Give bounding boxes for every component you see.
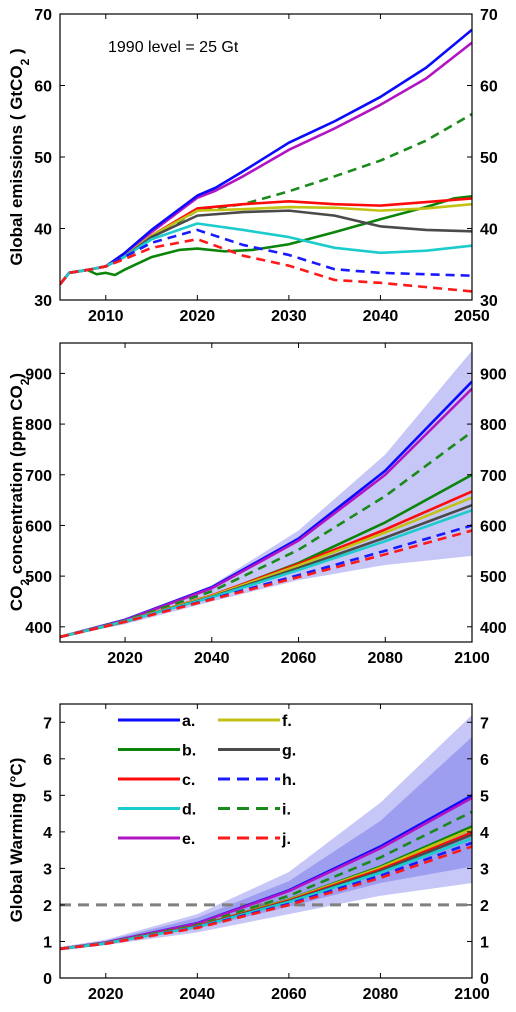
series-line-j bbox=[60, 237, 472, 293]
y-tick-label-right: 800 bbox=[480, 417, 507, 434]
y-tick-label-right: 900 bbox=[480, 366, 507, 383]
y-axis-label: Global emissions ( GtCO2 ) bbox=[7, 48, 32, 265]
y-tick-label-right: 0 bbox=[480, 971, 489, 988]
legend-label-d: d. bbox=[182, 802, 196, 819]
y-tick-label-left: 0 bbox=[43, 971, 52, 988]
x-tick-label: 2050 bbox=[454, 308, 490, 325]
x-tick-label: 2020 bbox=[88, 986, 124, 1003]
legend-label-j: j. bbox=[281, 831, 291, 848]
y-tick-label-right: 60 bbox=[480, 79, 498, 96]
x-tick-label: 2080 bbox=[363, 986, 399, 1003]
x-tick-label: 2080 bbox=[367, 650, 403, 667]
y-tick-label-right: 4 bbox=[480, 825, 489, 842]
series-line-a bbox=[60, 28, 472, 286]
y-tick-label-left: 3 bbox=[43, 861, 52, 878]
series-line-d bbox=[60, 509, 472, 639]
y-tick-label-right: 3 bbox=[480, 861, 489, 878]
y-axis-label: Global Warming (°C) bbox=[7, 758, 26, 923]
y-tick-label-left: 70 bbox=[34, 7, 52, 24]
uncertainty-band-outer bbox=[60, 714, 472, 951]
x-tick-label: 2040 bbox=[180, 986, 216, 1003]
uncertainty-band-outer bbox=[60, 350, 472, 637]
y-tick-label-left: 40 bbox=[34, 222, 52, 239]
x-tick-label: 2060 bbox=[281, 650, 317, 667]
y-tick-label-right: 1 bbox=[480, 934, 489, 951]
legend: a. f. b. g. c. h. d. i. e. j. bbox=[118, 713, 296, 848]
annotation-1990-level: 1990 level = 25 Gt bbox=[108, 39, 239, 56]
y-tick-label-right: 30 bbox=[480, 293, 498, 310]
y-tick-label-right: 40 bbox=[480, 222, 498, 239]
legend-label-a: a. bbox=[182, 713, 195, 730]
axes-frame bbox=[59, 703, 473, 979]
y-tick-label-left: 500 bbox=[25, 569, 52, 586]
x-tick-label: 2060 bbox=[271, 986, 307, 1003]
series-line-j bbox=[60, 845, 472, 951]
panel-2: 2020 2040 2060 2080 2100 400 400 500 500 600 600 70… bbox=[7, 342, 507, 667]
y-tick-label-left: 30 bbox=[34, 293, 52, 310]
legend-label-c: c. bbox=[182, 772, 195, 789]
legend-label-h: h. bbox=[282, 772, 296, 789]
x-tick-label: 2040 bbox=[194, 650, 230, 667]
series-line-b bbox=[60, 195, 472, 286]
y-tick-label-right: 70 bbox=[480, 7, 498, 24]
x-tick-label: 2100 bbox=[454, 986, 490, 1003]
y-tick-label-right: 700 bbox=[480, 468, 507, 485]
x-tick-label: 2010 bbox=[88, 308, 124, 325]
plot-area bbox=[60, 28, 472, 293]
y-tick-label-left: 400 bbox=[25, 620, 52, 637]
x-tick-label: 2030 bbox=[271, 308, 307, 325]
legend-label-e: e. bbox=[182, 831, 195, 848]
axes-frame bbox=[59, 342, 473, 643]
y-tick-label-left: 1 bbox=[43, 934, 52, 951]
legend-label-f: f. bbox=[282, 713, 292, 730]
x-tick-label: 2040 bbox=[363, 308, 399, 325]
y-tick-label-right: 7 bbox=[480, 715, 489, 732]
y-tick-label-right: 600 bbox=[480, 518, 507, 535]
y-tick-label-left: 50 bbox=[34, 150, 52, 167]
x-tick-label: 2020 bbox=[180, 308, 216, 325]
plot-area bbox=[60, 350, 472, 639]
y-tick-label-left: 900 bbox=[25, 366, 52, 383]
plot-area bbox=[60, 714, 472, 951]
y-tick-label-right: 400 bbox=[480, 620, 507, 637]
y-tick-label-left: 600 bbox=[25, 518, 52, 535]
legend-label-b: b. bbox=[182, 743, 196, 760]
y-tick-label-right: 50 bbox=[480, 150, 498, 167]
legend-label-g: g. bbox=[282, 743, 296, 760]
y-axis-label: CO2 concentration (ppm CO2) bbox=[7, 373, 32, 611]
y-tick-label-right: 6 bbox=[480, 752, 489, 769]
y-tick-label-right: 500 bbox=[480, 569, 507, 586]
y-tick-label-left: 2 bbox=[43, 898, 52, 915]
y-tick-label-left: 7 bbox=[43, 715, 52, 732]
y-tick-label-left: 6 bbox=[43, 752, 52, 769]
x-tick-label: 2100 bbox=[454, 650, 490, 667]
y-tick-label-right: 2 bbox=[480, 898, 489, 915]
x-tick-label: 2020 bbox=[107, 650, 143, 667]
y-tick-label-left: 4 bbox=[43, 825, 52, 842]
legend-label-i: i. bbox=[282, 802, 291, 819]
series-line-j bbox=[60, 529, 472, 639]
y-tick-label-left: 700 bbox=[25, 468, 52, 485]
y-tick-label-left: 60 bbox=[34, 79, 52, 96]
y-tick-label-left: 5 bbox=[43, 788, 52, 805]
y-tick-label-left: 800 bbox=[25, 417, 52, 434]
y-tick-label-right: 5 bbox=[480, 788, 489, 805]
